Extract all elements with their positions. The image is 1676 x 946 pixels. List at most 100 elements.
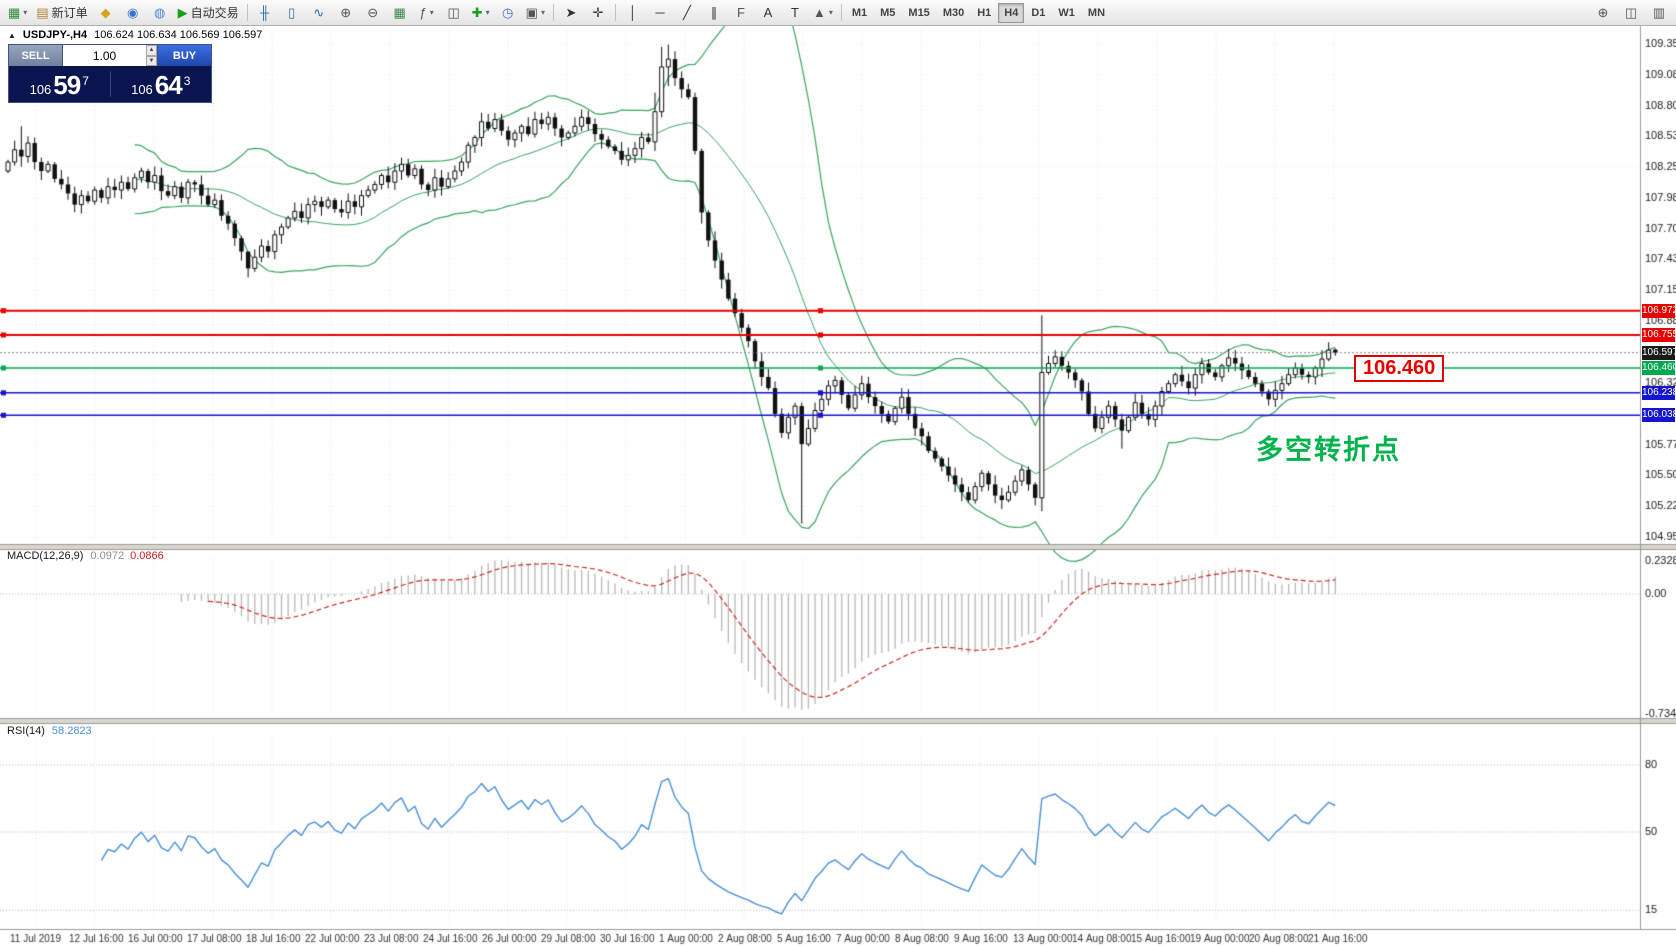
chevron-down-icon: ▾ [828,8,833,17]
price-tag-106.460: 106.460 [1642,361,1676,375]
horizontal-line-button[interactable]: ─ [647,2,673,24]
zoom-out-button[interactable]: ⊖ [360,2,386,24]
candlestick-chart-icon: ▯ [288,5,296,20]
tab-timeframe-MN[interactable]: MN [1087,6,1106,19]
main-toolbar: ▦ ▾ ▤ 新订单 ◆ ◉ ◍ ▶ 自动交易 ╫ ▯ ∿ ⊕ ⊖ ▦ ƒ ▾ ◫ ✚ ▾ … [0,0,1676,26]
plus-icon: ✚ [471,5,483,20]
period-button[interactable]: ◷ [495,2,521,24]
zoom-in-icon: ⊕ [340,5,352,20]
buy-price[interactable]: 106 64 3 [111,69,212,99]
price-tag-106.972: 106.972 [1642,303,1676,318]
vertical-line-button[interactable]: │ [620,2,646,24]
channel-button[interactable]: ∥ [701,2,727,24]
macd-signal-value: 0.0866 [130,550,164,562]
add-object-button[interactable]: ✚ ▾ [468,2,494,24]
cursor-icon: ➤ [565,5,577,20]
text-icon: A [763,5,773,20]
panels-button[interactable]: ▥ [1646,2,1672,24]
crosshair-button[interactable]: ✛ [585,2,611,24]
new-order-label: 新订单 [51,6,88,20]
line-chart-button[interactable]: ∿ [306,2,332,24]
zoom-out-icon: ⊖ [367,5,379,20]
buy-price-sup: 3 [183,74,191,88]
trendline-button[interactable]: ╱ [674,2,700,24]
vertical-line-icon: │ [628,5,638,20]
shapes-button[interactable]: ▲ ▾ [809,2,837,24]
sell-price-prefix: 106 [29,82,52,97]
sell-button[interactable]: SELL [9,45,63,66]
tab-timeframe-M30[interactable]: M30 [942,6,965,19]
new-order-button[interactable]: ▤ 新订单 [32,2,91,24]
community-icon: ◉ [126,5,139,20]
turning-point-annotation: 多空转折点 [1256,435,1401,465]
windows-icon: ◫ [447,5,460,20]
tab-timeframe-W1[interactable]: W1 [1058,6,1075,19]
support-button[interactable]: ◍ [147,2,173,24]
sell-price[interactable]: 106 59 7 [9,69,110,99]
windows-button[interactable]: ◫ [441,2,467,24]
toolbar-separator [246,4,248,21]
candlestick-chart-button[interactable]: ▯ [279,2,305,24]
new-chart-button[interactable]: ▦ ▾ [4,2,31,24]
tab-timeframe-H1[interactable]: H1 [977,6,992,19]
template-icon: ▣ [525,5,538,20]
sell-price-big: 59 [53,70,81,100]
trendline-icon: ╱ [683,5,691,20]
shapes-icon: ▲ [812,5,826,20]
auto-trading-button[interactable]: ▶ 自动交易 [174,2,243,24]
text-label-button[interactable]: T [782,2,808,24]
chart-stage: ▲ USDJPY-,H4 106.624 106.634 106.569 106… [0,26,1676,946]
tile-windows-button[interactable]: ▦ [387,2,413,24]
tile-windows-icon: ▦ [393,5,406,20]
symbol-ohlc: 106.624 106.634 106.569 106.597 [94,29,263,41]
cursor-button[interactable]: ➤ [558,2,584,24]
volume-decrease-button[interactable]: ▼ [146,55,157,66]
chevron-down-icon: ▾ [485,8,490,17]
toolbar-separator [614,4,616,21]
search-button[interactable]: ⊕ [1590,2,1616,24]
chart-plus-icon: ▦ [8,5,21,20]
templates-button[interactable]: ▣ ▾ [522,2,549,24]
tab-timeframe-M5[interactable]: M5 [880,6,896,19]
volume-input[interactable] [63,45,147,66]
price-callout-box[interactable]: 106.460 [1354,355,1445,382]
macd-main-value: 0.0972 [90,550,125,562]
chart-canvas[interactable] [0,26,1676,946]
indicators-button[interactable]: ƒ ▾ [414,2,440,24]
panels-icon: ▥ [1652,5,1666,20]
workspace-button[interactable]: ◫ [1618,2,1644,24]
buy-button[interactable]: BUY [157,45,211,66]
symbol-title: USDJPY-,H4 [22,29,88,41]
buy-price-prefix: 106 [131,82,153,97]
volume-box: ▲ ▼ [63,45,157,66]
community-button[interactable]: ◉ [120,2,146,24]
text-button[interactable]: A [755,2,781,24]
label-icon: T [790,5,799,20]
tab-timeframe-M15[interactable]: M15 [908,6,930,19]
macd-title: MACD(12,26,9) [7,550,84,562]
price-tag-106.597: 106.597 [1642,345,1676,360]
profiles-button[interactable]: ◆ [93,2,119,24]
play-icon: ▶ [177,5,188,20]
channel-icon: ∥ [710,5,718,20]
volume-stepper: ▲ ▼ [146,45,157,66]
price-tag-106.755: 106.755 [1642,327,1676,342]
fibonacci-button[interactable]: F [728,2,754,24]
chevron-down-icon: ▾ [429,8,434,17]
toolbar-separator [552,4,554,21]
bar-chart-button[interactable]: ╫ [252,2,278,24]
headset-icon: ◍ [153,5,166,20]
collapse-triangle-icon[interactable]: ▲ [8,30,16,40]
profile-icon: ◆ [100,5,111,20]
tab-timeframe-D1[interactable]: D1 [1031,6,1046,19]
auto-trading-label: 自动交易 [190,6,239,20]
zoom-in-button[interactable]: ⊕ [333,2,359,24]
tab-timeframe-H4[interactable]: H4 [998,2,1025,23]
crosshair-icon: ✛ [592,5,604,20]
rsi-title: RSI(14) [7,725,45,737]
search-icon: ⊕ [1597,5,1609,20]
timeframe-group: M1 M5 M15 M30 H1 H4 D1 W1 MN [846,2,1111,23]
horizontal-line-icon: ─ [655,5,665,20]
volume-increase-button[interactable]: ▲ [146,45,157,56]
tab-timeframe-M1[interactable]: M1 [851,6,868,19]
